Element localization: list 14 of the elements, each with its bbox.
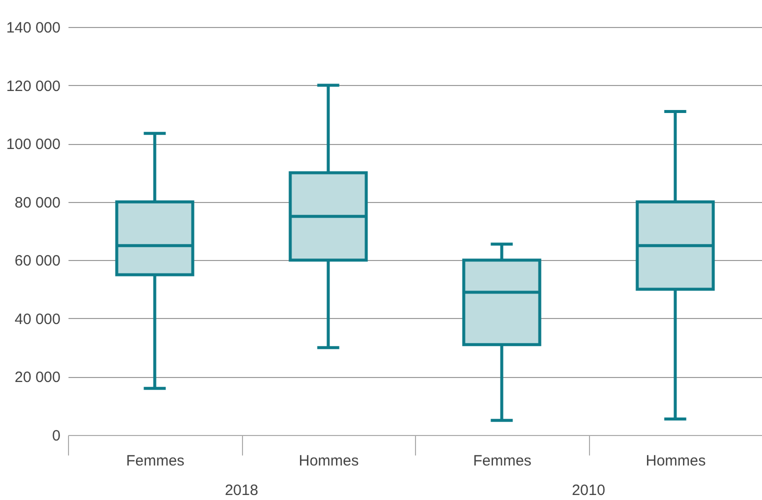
y-tick-label: 60 000 [14, 252, 60, 270]
text: 2010 [572, 482, 606, 499]
y-tick-label: 120 000 [6, 78, 60, 95]
y-tick-label: 0 [52, 428, 60, 444]
x-tick-label: Femmes [126, 452, 184, 470]
y-tick-label: 40 000 [14, 310, 60, 328]
y-tick-label: 140 000 [6, 20, 60, 36]
y-tick-label: 20 000 [14, 369, 60, 386]
y-tick-label: 80 000 [14, 194, 60, 212]
x-tick-label: Femmes [473, 452, 532, 470]
y-tick-label: 100 000 [6, 136, 60, 154]
text: 2018 [224, 482, 258, 499]
x-tick-label: Hommes [298, 452, 359, 470]
x-tick-label: Hommes [646, 452, 706, 470]
